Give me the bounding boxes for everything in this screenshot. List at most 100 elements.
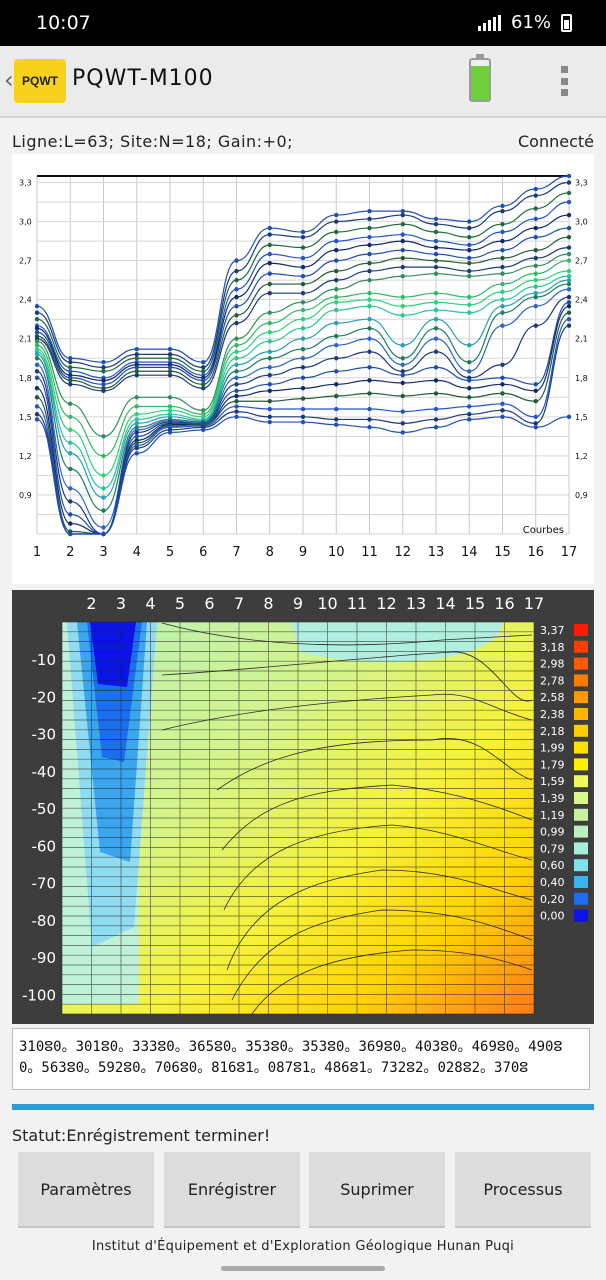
y-tick-left: 3,3 xyxy=(19,179,32,188)
series-point xyxy=(400,221,405,227)
series-point xyxy=(267,414,272,420)
series-point xyxy=(400,248,405,253)
series-point xyxy=(533,323,538,328)
series-point xyxy=(433,229,439,235)
series-point xyxy=(34,330,40,335)
series-point xyxy=(433,391,439,396)
y-tick-label: -90 xyxy=(32,949,57,967)
y-tick-left: 0,9 xyxy=(19,491,32,500)
legend-label: 1,59 xyxy=(540,775,565,788)
series-point xyxy=(433,238,439,244)
series-point xyxy=(367,417,372,422)
series-point xyxy=(367,251,372,257)
legend-swatch xyxy=(574,708,588,720)
series-point xyxy=(68,521,73,526)
back-icon[interactable]: ‹ xyxy=(4,66,14,94)
series-point xyxy=(467,248,472,253)
app-logo[interactable]: PQWT xyxy=(14,59,66,103)
series-point xyxy=(234,375,239,380)
overflow-menu-icon[interactable] xyxy=(558,66,570,96)
series-point xyxy=(467,385,472,391)
app-title: PQWT-M100 xyxy=(72,66,214,91)
series-line xyxy=(36,260,570,457)
series-point xyxy=(34,356,40,361)
series-point xyxy=(267,388,272,393)
series-point xyxy=(234,388,239,393)
signal-icon xyxy=(477,14,501,31)
legend-swatch xyxy=(574,691,588,704)
series-point xyxy=(533,271,538,276)
y-tick-left: 2,7 xyxy=(19,257,32,266)
series-point xyxy=(433,349,439,354)
series-point xyxy=(566,190,572,196)
home-indicator[interactable] xyxy=(221,1266,385,1271)
series-line xyxy=(36,275,570,490)
series-point xyxy=(367,349,372,354)
series-point xyxy=(566,323,572,328)
series-point xyxy=(234,404,239,409)
legend-swatch xyxy=(574,842,588,855)
x-tick-label: 16 xyxy=(527,545,544,560)
series-point xyxy=(300,307,306,313)
series-point xyxy=(400,430,405,435)
series-point xyxy=(234,356,239,361)
series-point xyxy=(234,393,239,399)
series-point xyxy=(101,495,106,500)
x-tick-label: 8 xyxy=(263,594,273,613)
series-point xyxy=(566,281,572,287)
legend-swatch xyxy=(574,724,588,737)
status-icons: 61% xyxy=(477,12,572,33)
record-button[interactable]: Enrégistrer xyxy=(164,1152,300,1228)
y-tick-right: 0,9 xyxy=(575,491,588,500)
series-point xyxy=(334,382,339,387)
x-tick-label: 13 xyxy=(406,594,426,613)
params-button[interactable]: Paramètres xyxy=(18,1152,154,1228)
series-point xyxy=(433,271,439,276)
series-point xyxy=(467,369,472,374)
series-point xyxy=(300,346,306,352)
series-line xyxy=(36,288,570,529)
series-line xyxy=(36,253,570,437)
process-button[interactable]: Processus xyxy=(455,1152,591,1228)
series-point xyxy=(500,414,505,420)
series-point xyxy=(234,268,239,274)
series-point xyxy=(234,382,239,387)
series-point xyxy=(68,365,73,370)
series-point xyxy=(234,320,239,326)
series-point xyxy=(167,372,173,378)
series-point xyxy=(267,261,272,266)
y-tick-label: -70 xyxy=(32,875,57,893)
x-tick-label: 3 xyxy=(99,545,107,560)
series-point xyxy=(300,234,306,240)
series-point xyxy=(400,372,405,378)
y-tick-right: 3,3 xyxy=(575,179,588,188)
series-point xyxy=(500,238,505,244)
curves-label: Courbes xyxy=(523,525,564,536)
series-point xyxy=(68,414,73,420)
series-point xyxy=(533,216,538,222)
legend-swatch xyxy=(574,624,588,636)
series-point xyxy=(467,234,472,240)
series-point xyxy=(234,414,239,420)
series-line xyxy=(36,247,570,392)
y-tick-label: -80 xyxy=(32,912,57,930)
series-point xyxy=(300,274,306,279)
series-point xyxy=(134,421,139,426)
series-point xyxy=(68,427,73,433)
series-point xyxy=(267,232,272,237)
series-point xyxy=(167,395,173,400)
series-point xyxy=(500,221,505,227)
series-point xyxy=(433,300,439,305)
system-status-bar: 10:07 61% xyxy=(0,0,606,46)
series-point xyxy=(400,362,405,367)
series-point xyxy=(34,412,40,417)
series-line xyxy=(36,283,570,512)
series-point xyxy=(101,453,106,459)
series-point xyxy=(334,333,339,339)
y-tick-right: 2,4 xyxy=(575,296,588,305)
delete-button[interactable]: Suprimer xyxy=(309,1152,445,1228)
series-point xyxy=(500,391,505,396)
series-point xyxy=(467,404,472,409)
series-point xyxy=(334,229,339,235)
series-point xyxy=(34,395,40,400)
